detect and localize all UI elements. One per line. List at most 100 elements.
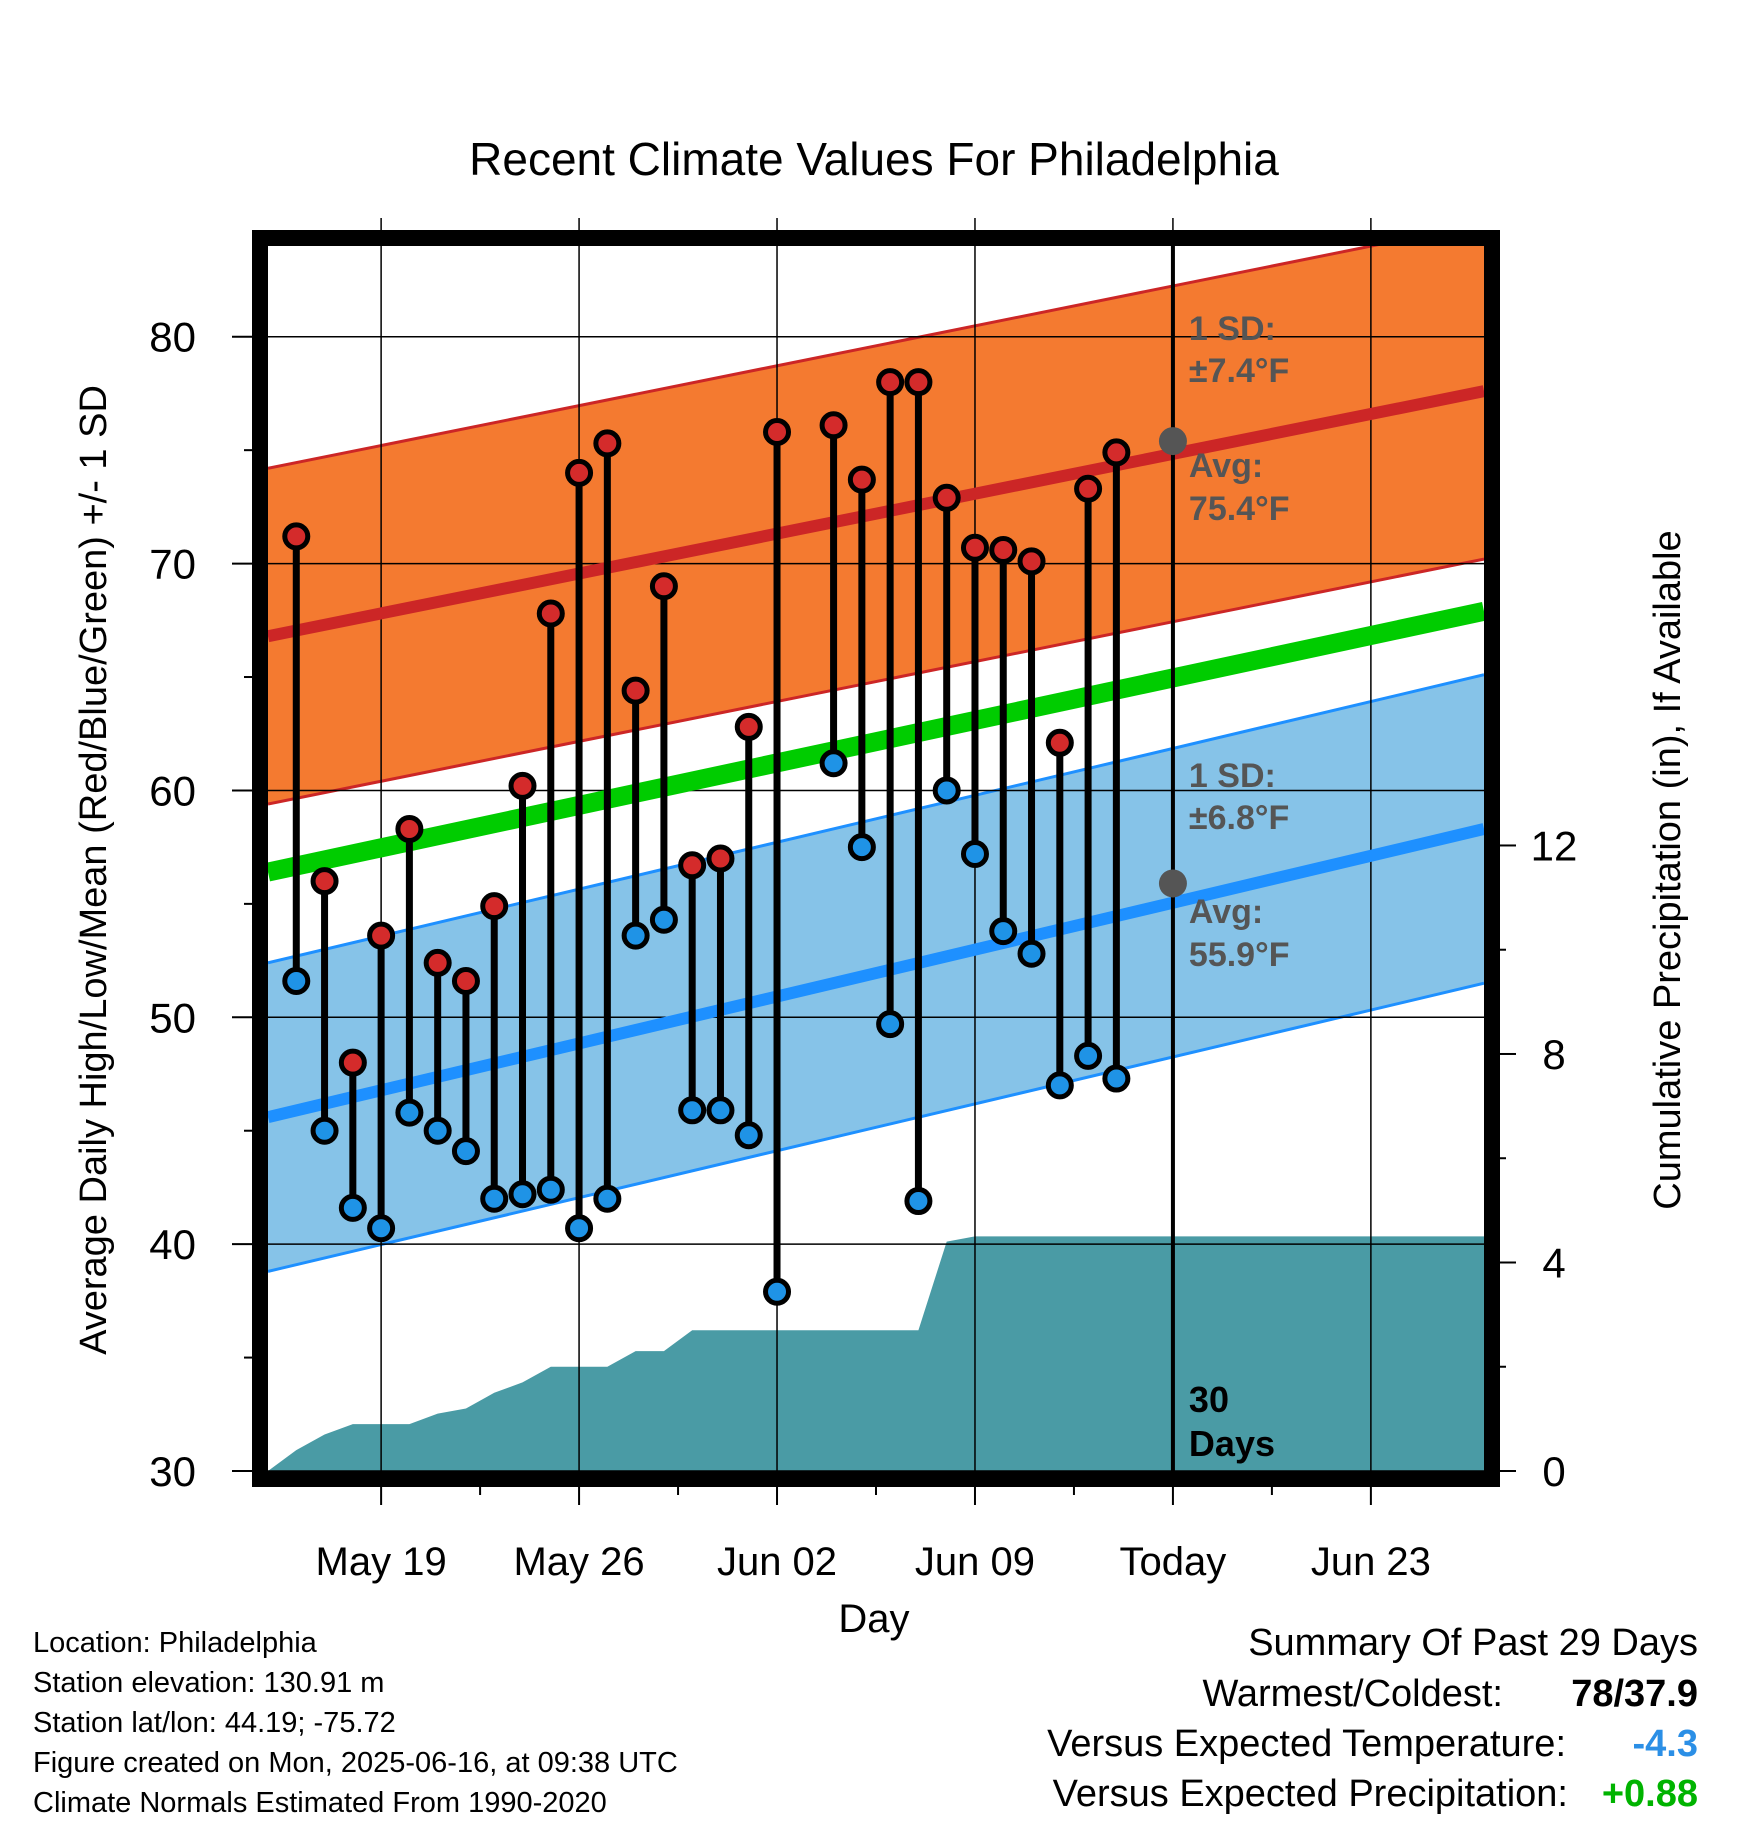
daily-high-marker (819, 411, 848, 440)
daily-high-marker (565, 458, 594, 487)
high-sd-value: ±7.4°F (1189, 352, 1289, 390)
x-tick-label: May 26 (513, 1540, 644, 1584)
daily-high-marker (932, 483, 961, 512)
y-tick-label-40: 40 (149, 1221, 196, 1268)
x-tick-label: Jun 23 (1311, 1540, 1431, 1584)
daily-low-marker (338, 1193, 367, 1222)
daily-high-marker (678, 851, 707, 880)
daily-high-marker (480, 892, 509, 921)
daily-high-marker (621, 676, 650, 705)
cumulative-precip-area (268, 1236, 1484, 1471)
plot-frame (252, 230, 1500, 1487)
summary-warmest-label: Warmest/Coldest: (1202, 1673, 1503, 1715)
y-tick-label-30: 30 (149, 1448, 196, 1495)
daily-high-marker (649, 572, 678, 601)
daily-high-marker (904, 368, 933, 397)
days-label-number: 30 (1189, 1379, 1229, 1420)
summary-title: Summary Of Past 29 Days (1248, 1622, 1698, 1664)
daily-low-marker (819, 749, 848, 778)
daily-low-marker (932, 776, 961, 805)
daily-low-marker (1045, 1071, 1074, 1100)
daily-high-marker (989, 535, 1018, 564)
y-tick-label-80: 80 (149, 314, 196, 361)
y-tick-label-70: 70 (149, 541, 196, 588)
daily-high-marker (876, 368, 905, 397)
daily-high-marker (310, 867, 339, 896)
daily-low-marker (1074, 1041, 1103, 1070)
today-low-avg-dot (1158, 869, 1187, 898)
daily-high-marker (451, 967, 480, 995)
daily-low-marker (1102, 1064, 1131, 1093)
daily-high-marker (367, 921, 396, 950)
daily-high-marker (338, 1048, 367, 1077)
daily-high-marker (395, 815, 424, 844)
x-tick-label: Jun 02 (717, 1540, 837, 1584)
y-tick-label-60: 60 (149, 767, 196, 814)
daily-high-marker (423, 948, 452, 977)
daily-high-marker (763, 418, 792, 447)
low-band-lower-edge (268, 981, 1484, 1273)
daily-low-marker (763, 1277, 792, 1306)
y2-tick-label-4: 4 (1542, 1239, 1565, 1286)
low-sd-label: 1 SD: (1189, 757, 1276, 795)
low-band-upper-edge (268, 673, 1484, 965)
daily-low-marker (989, 917, 1018, 946)
daily-low-marker (480, 1184, 509, 1213)
daily-low-marker (536, 1175, 565, 1204)
daily-high-marker (508, 771, 537, 800)
daily-high-marker (1045, 728, 1074, 757)
daily-high-marker (1074, 474, 1103, 503)
high-avg-value: 75.4°F (1189, 490, 1290, 528)
daily-high-marker (706, 844, 735, 873)
daily-high-marker (282, 522, 311, 551)
low-sd-value: ±6.8°F (1189, 799, 1289, 837)
daily-high-marker (960, 533, 989, 562)
x-axis-title: Day (838, 1597, 909, 1641)
daily-low-marker (395, 1098, 424, 1127)
daily-low-marker (508, 1180, 537, 1209)
info-normals: Climate Normals Estimated From 1990-2020 (33, 1787, 607, 1819)
high-sd-label: 1 SD: (1189, 310, 1276, 348)
low-avg-line (268, 823, 1484, 1123)
chart-title: Recent Climate Values For Philadelphia (469, 133, 1279, 185)
low-avg-value: 55.9°F (1189, 936, 1290, 974)
daily-low-marker (706, 1096, 735, 1125)
daily-low-marker (649, 905, 678, 934)
high-avg-label: Avg: (1189, 447, 1263, 485)
today-high-avg-dot (1158, 427, 1187, 456)
y-axis-title: Average Daily High/Low/Mean (Red/Blue/Gr… (73, 385, 115, 1355)
info-location: Location: Philadelphia (33, 1627, 317, 1659)
daily-low-marker (847, 833, 876, 862)
daily-high-marker (1102, 438, 1131, 467)
daily-low-marker (876, 1010, 905, 1039)
daily-high-marker (536, 599, 565, 628)
daily-low-marker (593, 1184, 622, 1213)
y2-axis-title: Cumulative Precipitation (in), If Availa… (1647, 530, 1689, 1209)
low-avg-label: Avg: (1189, 893, 1263, 931)
mean-avg-line (268, 601, 1484, 882)
daily-low-marker (367, 1214, 396, 1243)
summary-temp-label: Versus Expected Temperature: (1047, 1723, 1566, 1765)
y2-tick-label-8: 8 (1542, 1031, 1565, 1078)
daily-low-marker (960, 839, 989, 868)
summary-temp-value: -4.3 (1632, 1723, 1698, 1765)
y-tick-label-50: 50 (149, 994, 196, 1041)
x-tick-label: Today (1120, 1540, 1227, 1584)
daily-high-marker (1017, 547, 1046, 576)
daily-high-marker (734, 712, 763, 741)
x-tick-label: Jun 09 (915, 1540, 1035, 1584)
high-sd-band (268, 246, 1484, 805)
daily-low-marker (282, 967, 311, 995)
daily-high-marker (593, 429, 622, 458)
y2-tick-label-12: 12 (1531, 822, 1578, 869)
daily-low-marker (451, 1137, 480, 1166)
daily-low-marker (1017, 939, 1046, 968)
daily-low-marker (904, 1187, 933, 1216)
info-created: Figure created on Mon, 2025-06-16, at 09… (33, 1747, 678, 1779)
daily-high-marker (847, 465, 876, 494)
info-latlon: Station lat/lon: 44.19; -75.72 (33, 1707, 396, 1739)
x-tick-label: May 19 (316, 1540, 447, 1584)
daily-low-marker (310, 1116, 339, 1145)
summary-warmest-value: 78/37.9 (1571, 1673, 1698, 1715)
